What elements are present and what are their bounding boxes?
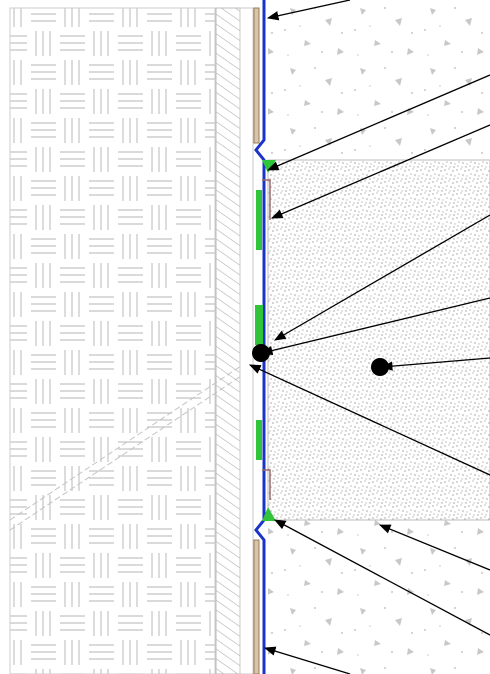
plaster-layer xyxy=(215,7,241,674)
profile xyxy=(262,179,271,500)
masonry xyxy=(9,7,216,674)
adhesive-strip xyxy=(253,7,260,144)
adhesive-strip xyxy=(253,539,260,674)
point-marker xyxy=(252,344,270,362)
leader-lines xyxy=(248,0,490,674)
dashed-line xyxy=(9,369,251,531)
concrete-upper xyxy=(268,0,490,160)
dashed-line xyxy=(9,359,251,521)
concrete-lower xyxy=(268,520,490,674)
insulation-board xyxy=(267,159,490,521)
render-layer xyxy=(239,7,254,674)
membrane xyxy=(254,0,266,674)
